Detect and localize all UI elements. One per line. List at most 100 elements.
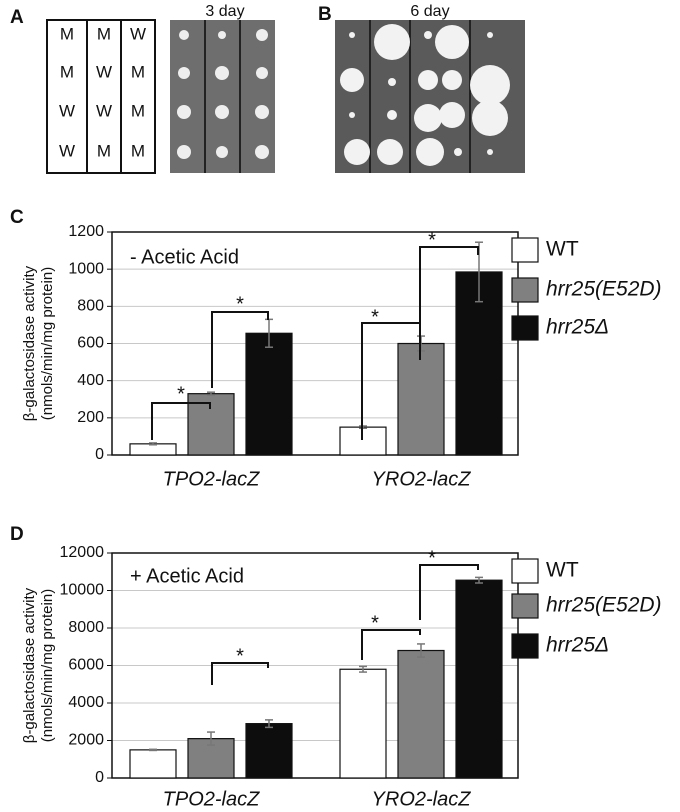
bar [455, 579, 503, 779]
plot-frame [111, 231, 519, 456]
colony [377, 139, 403, 165]
panel-label: A [10, 7, 24, 28]
colony [349, 112, 355, 118]
y-axis-label: β-galactosidase activity [21, 265, 38, 421]
bar [129, 749, 177, 779]
x-tick-label: TPO2-lacZ [163, 788, 260, 807]
colony [215, 105, 229, 119]
colony [487, 149, 493, 155]
strain-letter: W [96, 101, 112, 120]
y-tick-label: 1200 [68, 223, 104, 240]
panel-label: C [10, 207, 24, 228]
legend-label: hrr25(E52D) [546, 594, 662, 617]
y-axis-label: (nmols/min/mg protein) [39, 589, 56, 742]
legend-label: WT [546, 559, 579, 582]
y-tick-label: 10000 [60, 582, 105, 599]
colony [177, 145, 191, 159]
bar [397, 649, 445, 779]
panel-label: B [318, 4, 332, 25]
significance-label: * [236, 293, 244, 315]
bar [245, 332, 293, 456]
y-tick-label: 6000 [68, 657, 104, 674]
y-tick-label: 4000 [68, 694, 104, 711]
plot-frame [111, 552, 519, 779]
strain-letter: W [59, 141, 75, 160]
y-tick-label: 12000 [60, 544, 105, 561]
strain-letter: M [131, 101, 145, 120]
colony [414, 104, 442, 132]
x-tick-label: YRO2-lacZ [372, 788, 472, 807]
legend-label: hrr25Δ [546, 634, 609, 657]
y-tick-label: 0 [95, 446, 104, 463]
strain-grid [46, 19, 156, 174]
x-tick-label: YRO2-lacZ [372, 468, 472, 490]
legend-swatch [511, 593, 539, 619]
colony [454, 148, 462, 156]
strain-letter: W [59, 101, 75, 120]
legend-swatch [511, 277, 539, 303]
chart-title: + Acetic Acid [130, 565, 244, 587]
legend-label: WT [546, 238, 579, 261]
colony [179, 30, 189, 40]
colony [216, 146, 228, 158]
significance-label: * [236, 645, 244, 667]
y-tick-label: 8000 [68, 619, 104, 636]
colony [442, 70, 462, 90]
strain-letter: W [96, 62, 112, 81]
y-tick-label: 400 [77, 372, 104, 389]
colony [435, 25, 469, 59]
strain-letter: M [131, 62, 145, 81]
colony [256, 29, 268, 41]
legend-swatch [511, 315, 539, 341]
colony [388, 78, 396, 86]
colony [177, 105, 191, 119]
significance-label: * [371, 306, 379, 328]
significance-bracket [211, 311, 269, 388]
colony [349, 32, 355, 38]
bar [455, 271, 503, 456]
panel-label: D [10, 524, 24, 545]
colony [340, 68, 364, 92]
colony [218, 31, 226, 39]
colony [472, 100, 508, 136]
colony [344, 139, 370, 165]
significance-label: * [428, 547, 436, 569]
colony [416, 138, 444, 166]
y-tick-label: 800 [77, 298, 104, 315]
legend-swatch [511, 633, 539, 659]
significance-label: * [177, 383, 185, 405]
photo-label: 3 day [205, 3, 244, 20]
strain-letter: M [60, 62, 74, 81]
colony [374, 24, 410, 60]
colony [418, 70, 438, 90]
chart-title: - Acetic Acid [130, 246, 239, 268]
colony [255, 105, 269, 119]
bar [397, 342, 445, 456]
photo-label: 6 day [410, 3, 449, 20]
colony [215, 66, 229, 80]
strain-letter: W [130, 24, 146, 43]
colony [256, 67, 268, 79]
colony [439, 102, 465, 128]
significance-bracket [211, 662, 269, 685]
y-tick-label: 1000 [68, 260, 104, 277]
colony [487, 32, 493, 38]
legend-label: hrr25(E52D) [546, 278, 662, 301]
colony [178, 67, 190, 79]
colony [387, 110, 397, 120]
legend-label: hrr25Δ [546, 316, 609, 339]
significance-bracket [419, 564, 479, 620]
significance-bracket [419, 246, 479, 360]
legend-swatch [511, 558, 539, 584]
colony [424, 31, 432, 39]
y-tick-label: 0 [95, 769, 104, 786]
y-axis-label: (nmols/min/mg protein) [39, 267, 56, 420]
y-tick-label: 200 [77, 409, 104, 426]
legend-swatch [511, 237, 539, 263]
strain-letter: M [97, 141, 111, 160]
bar [245, 723, 293, 779]
significance-label: * [371, 612, 379, 634]
bar [339, 668, 387, 779]
